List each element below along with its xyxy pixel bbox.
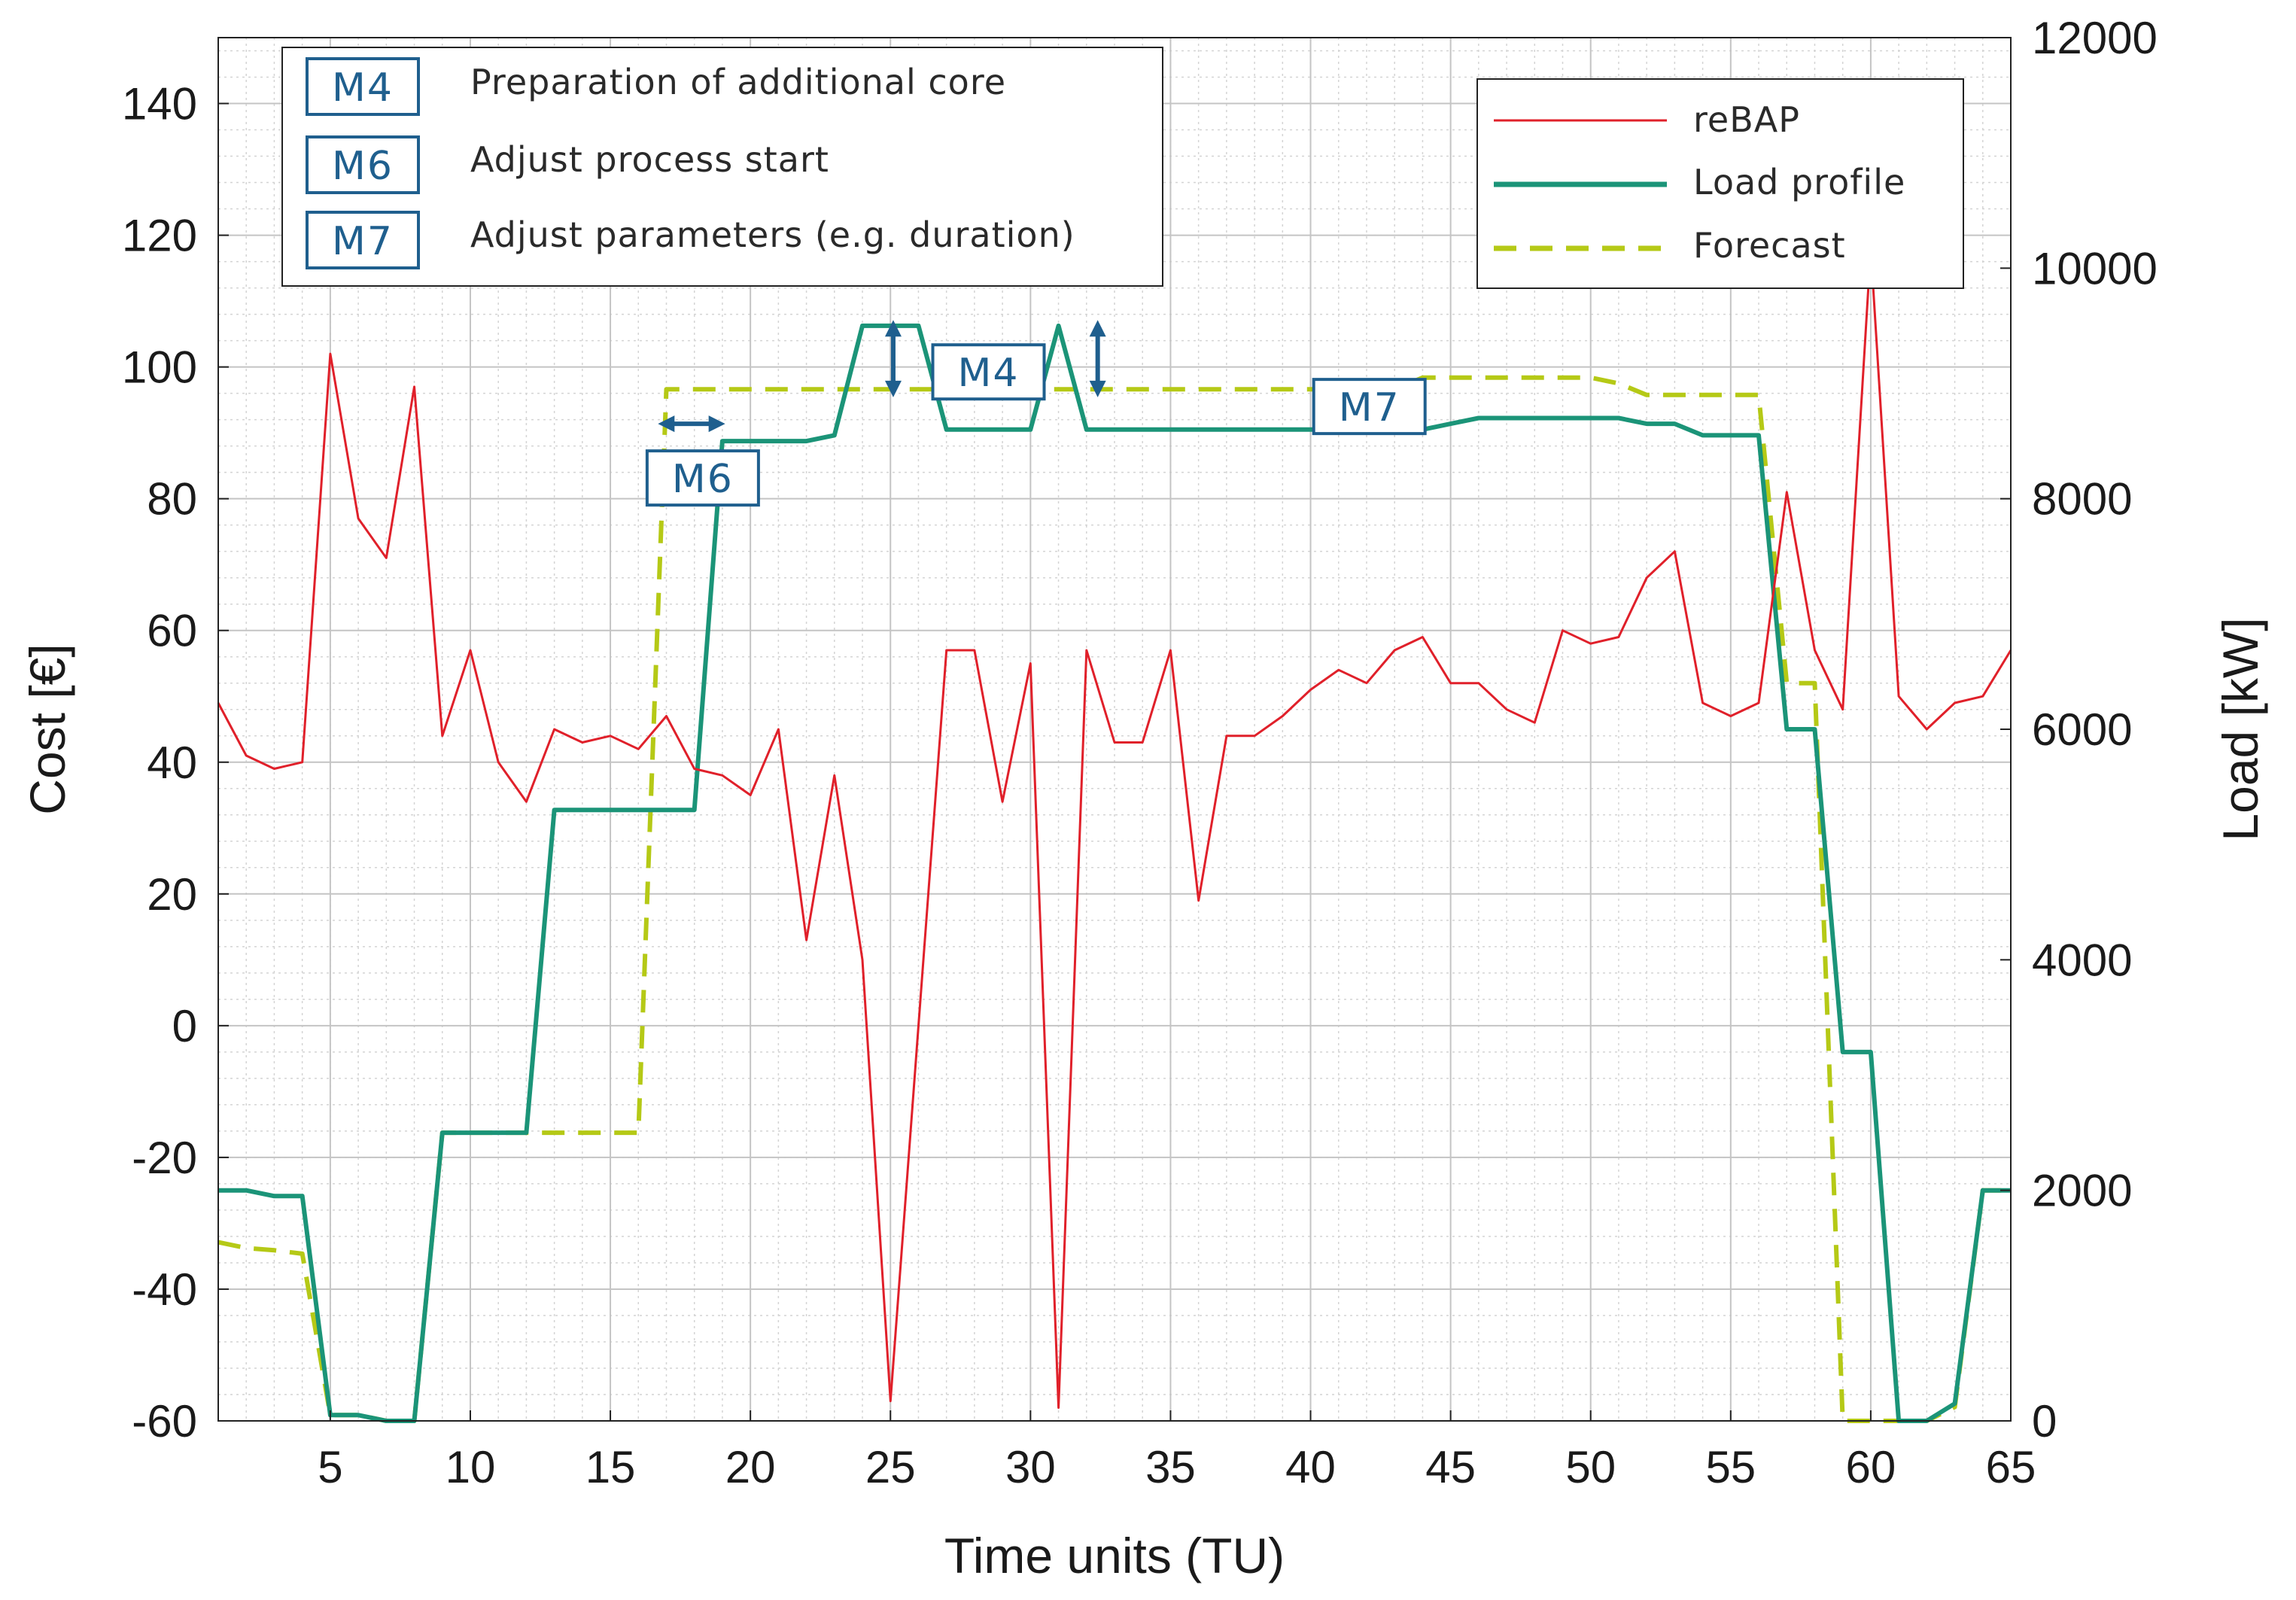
measure-code: M4 xyxy=(332,65,394,111)
m7-box xyxy=(1312,378,1427,436)
y-right-tick-label: 10000 xyxy=(2032,243,2158,294)
legend-label-rebap: reBAP xyxy=(1693,99,1800,140)
m6-box xyxy=(645,449,760,507)
m4-arrow-right-head xyxy=(1089,320,1106,337)
m4-arrow-left-head xyxy=(884,380,902,397)
y-right-tick-label: 8000 xyxy=(2032,474,2132,525)
measure-description: Adjust process start xyxy=(470,139,829,180)
y-left-tick-label: -20 xyxy=(132,1133,197,1183)
y-left-tick-label: 100 xyxy=(122,342,197,393)
y-axis-left-label: Cost [€] xyxy=(20,643,75,814)
measure-description: Preparation of additional core xyxy=(470,62,1006,102)
y-right-tick-label: 0 xyxy=(2032,1396,2057,1446)
annotation-layer: M6 M4 M7 xyxy=(645,320,1427,507)
measure-code: M6 xyxy=(332,144,394,189)
y-left-tick-label: 40 xyxy=(147,738,197,788)
y-left-tick-label: 0 xyxy=(172,1001,197,1051)
y-right-tick-label: 4000 xyxy=(2032,935,2132,985)
legend-label-forecast: Forecast xyxy=(1693,225,1846,266)
measures-legend: M4 Preparation of additional core M6 Adj… xyxy=(281,47,1163,287)
x-tick-label: 20 xyxy=(725,1442,776,1492)
measure-description: Adjust parameters (e.g. duration) xyxy=(470,214,1075,255)
m4-label: M4 xyxy=(958,351,1020,396)
y-left-tick-label: 60 xyxy=(147,606,197,656)
x-tick-label: 10 xyxy=(446,1442,496,1492)
legend-label-load-profile: Load profile xyxy=(1693,162,1905,202)
measures-legend-frame xyxy=(281,47,1163,287)
x-axis-label: Time units (TU) xyxy=(944,1528,1285,1583)
y-right-tick-label: 6000 xyxy=(2032,704,2132,755)
m6-arrow-head xyxy=(708,415,725,433)
y-left-tick-label: -40 xyxy=(132,1264,197,1315)
y-right-tick-label: 2000 xyxy=(2032,1166,2132,1216)
x-tick-label: 40 xyxy=(1285,1442,1336,1492)
x-tick-label: 25 xyxy=(865,1442,916,1492)
x-tick-label: 65 xyxy=(1986,1442,2036,1492)
x-tick-label: 35 xyxy=(1145,1442,1196,1492)
x-tick-label: 50 xyxy=(1565,1442,1616,1492)
m6-label: M6 xyxy=(672,457,734,502)
measure-code: M7 xyxy=(332,219,394,264)
y-left-tick-label: 80 xyxy=(147,474,197,525)
y-axis-right-label: Load [kW] xyxy=(2212,617,2268,841)
m4-box xyxy=(931,343,1046,401)
m6-arrow-head xyxy=(658,415,675,433)
y-left-tick-label: -60 xyxy=(132,1396,197,1446)
x-tick-label: 5 xyxy=(318,1442,342,1492)
series-line-rebap xyxy=(217,247,2012,1409)
m7-label: M7 xyxy=(1339,385,1400,430)
y-left-tick-label: 20 xyxy=(147,869,197,920)
x-tick-label: 55 xyxy=(1705,1442,1756,1492)
m4-arrow-right-head xyxy=(1089,380,1106,397)
m4-arrow-left-head xyxy=(884,320,902,337)
measure-code-box xyxy=(306,57,420,116)
y-right-tick-label: 12000 xyxy=(2032,13,2158,63)
y-left-tick-label: 120 xyxy=(122,211,197,261)
x-tick-label: 30 xyxy=(1005,1442,1056,1492)
x-tick-label: 15 xyxy=(585,1442,636,1492)
y-left-tick-label: 140 xyxy=(122,79,197,129)
series-legend: reBAP Load profile Forecast xyxy=(1476,78,1964,289)
measure-code-box xyxy=(306,211,420,269)
tick-layer: 5 10 15 20 25 30 35 40 45 50 55 60 65 140 120 100 80 60 40… xyxy=(122,13,2158,1492)
x-tick-label: 45 xyxy=(1425,1442,1476,1492)
x-tick-label: 60 xyxy=(1846,1442,1896,1492)
measure-code-box xyxy=(306,135,420,194)
